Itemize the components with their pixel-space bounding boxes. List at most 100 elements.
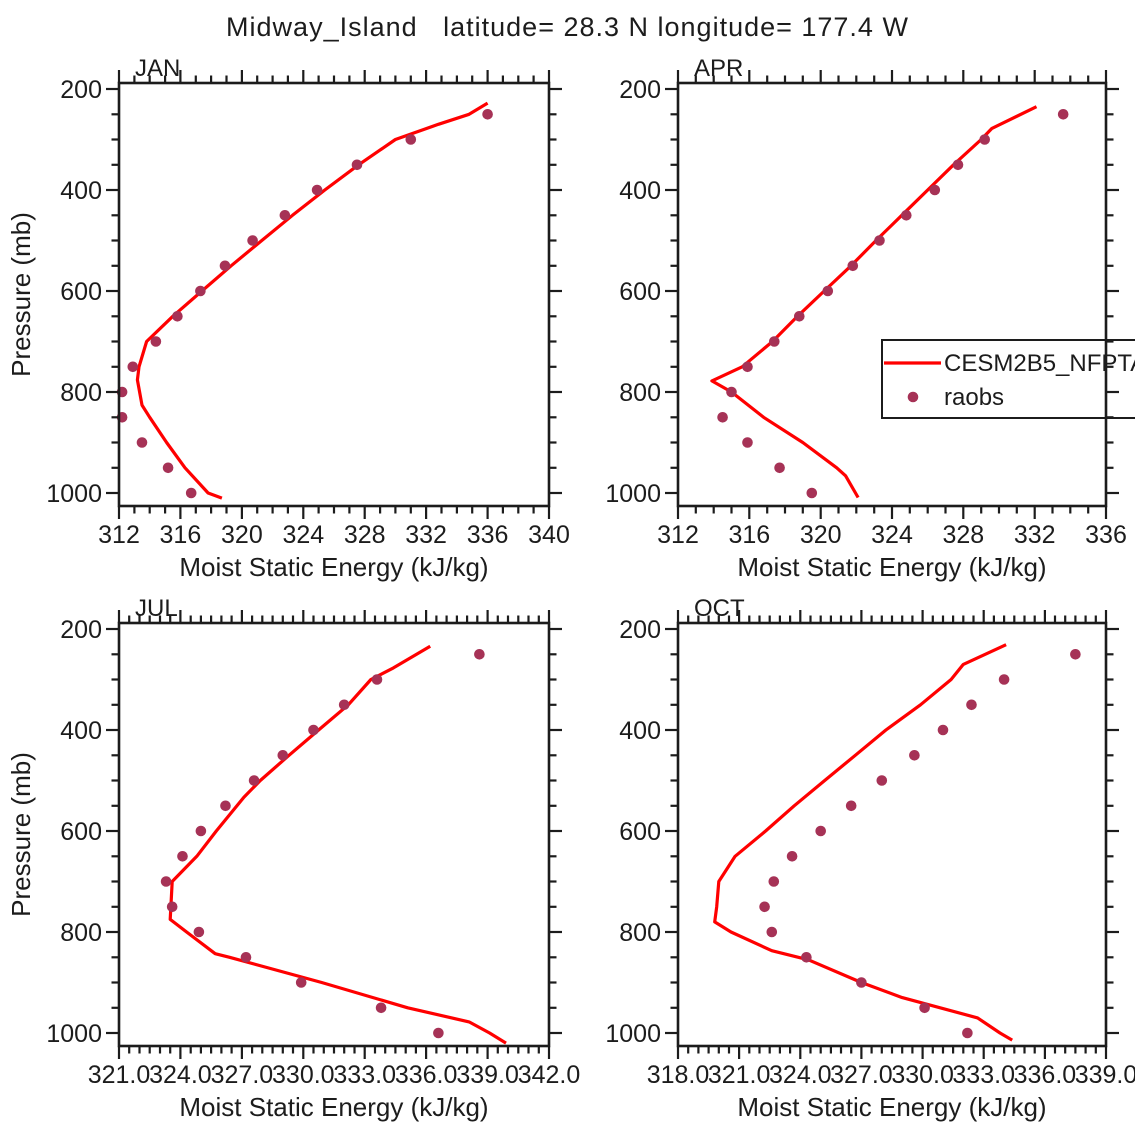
month-label: JAN [135, 55, 180, 82]
raobs-point [279, 210, 291, 221]
x-tick-label: 316 [728, 521, 770, 549]
y-tick-label: 800 [619, 379, 661, 407]
raobs-point [766, 926, 778, 938]
x-tick-label: 333.0 [952, 1061, 1015, 1089]
raobs-point [338, 699, 350, 711]
raobs-point [856, 977, 867, 988]
raobs-point [979, 134, 990, 145]
raobs-point [966, 699, 977, 711]
raobs-point [351, 159, 363, 171]
y-axis: 200 400 600 800 1000 [605, 616, 1119, 1048]
x-tick-label: 332 [405, 521, 447, 549]
x-axis-title: Moist Static Energy (kJ/kg) [179, 1092, 488, 1122]
raobs-point [219, 260, 231, 272]
x-tick-label: 332 [1014, 521, 1056, 549]
raobs-point [962, 1027, 973, 1039]
plot-frame [676, 81, 1108, 508]
x-tick-label: 324 [871, 521, 913, 549]
raobs-point [742, 361, 753, 373]
y-tick-label: 600 [619, 818, 661, 846]
x-tick-label: 312 [657, 521, 699, 549]
raobs-point [375, 1002, 387, 1014]
plot-frame [117, 81, 551, 508]
y-tick-label: 1000 [605, 480, 661, 508]
raobs-point [845, 800, 857, 812]
x-tick-label: 316 [160, 521, 202, 549]
raobs-point [150, 336, 162, 347]
raobs-point [774, 462, 785, 474]
y-tick-label: 400 [60, 717, 102, 745]
x-tick-label: 336 [1085, 521, 1127, 549]
x-tick-label: 339.0 [1075, 1061, 1135, 1089]
axes-jul: 321.0324.0327.0330.0333.0336.0339.0342.0… [6, 595, 580, 1122]
x-axis-title: Moist Static Energy (kJ/kg) [737, 1092, 1046, 1122]
y-tick-label: 800 [60, 919, 102, 947]
raobs-points [116, 109, 493, 499]
raobs-point [166, 901, 178, 913]
raobs-point [1070, 649, 1081, 660]
x-tick-label: 324 [282, 521, 324, 549]
raobs-point [801, 952, 812, 963]
x-tick-label: 339.0 [456, 1061, 519, 1089]
axes-oct: 318.0321.0324.0327.0330.0333.0336.0339.0… [605, 595, 1135, 1122]
y-tick-label: 600 [619, 278, 661, 306]
raobs-point [220, 800, 231, 812]
raobs-point [822, 285, 834, 297]
y-tick-label: 200 [60, 616, 102, 644]
model-line [713, 643, 1014, 1042]
x-tick-label: 318.0 [647, 1061, 710, 1089]
raobs-point [177, 851, 188, 862]
y-tick-label: 600 [60, 818, 102, 846]
y-axis-title: Pressure (mb) [6, 212, 36, 377]
y-tick-label: 200 [619, 76, 661, 104]
model-line [710, 105, 1038, 499]
y-tick-label: 1000 [46, 1020, 102, 1048]
axes-jan: 312 316 320 324 328 332 336 340 200 400 600 800 1000… [6, 55, 570, 582]
x-axis: 312 316 320 324 328 332 336 [657, 70, 1127, 549]
x-tick-label: 328 [344, 521, 386, 549]
raobs-point [433, 1027, 444, 1039]
x-tick-label: 327.0 [830, 1061, 893, 1089]
raobs-point [786, 851, 798, 862]
raobs-point [185, 487, 197, 499]
model-line [168, 644, 507, 1045]
raobs-points [160, 649, 485, 1039]
raobs-point [482, 109, 493, 120]
legend-dot-swatch [907, 391, 919, 403]
raobs-point [901, 210, 912, 221]
x-tick-label: 330.0 [891, 1061, 954, 1089]
raobs-point [769, 336, 780, 347]
raobs-point [172, 311, 183, 322]
raobs-point [193, 926, 205, 938]
legend-label-raobs: raobs [944, 384, 1004, 411]
raobs-point [876, 775, 888, 786]
x-tick-label: 336 [467, 521, 509, 549]
raobs-point [742, 437, 753, 448]
raobs-point [371, 674, 383, 685]
raobs-point [874, 235, 885, 246]
y-tick-label: 400 [619, 177, 661, 205]
month-label: OCT [694, 595, 745, 622]
y-tick-label: 800 [60, 379, 102, 407]
raobs-point [195, 825, 207, 837]
plot-frame [676, 621, 1108, 1048]
y-tick-label: 1000 [605, 1020, 661, 1048]
raobs-point [998, 674, 1010, 685]
panel-jan [116, 101, 493, 500]
y-axis: 200 400 600 800 1000 [46, 616, 562, 1048]
y-axis: 200 400 600 800 1000 [46, 76, 562, 508]
month-label: JUL [135, 595, 178, 622]
axes-apr: 312 316 320 324 328 332 336 200 400 600 800 1000 APR… [605, 55, 1126, 582]
raobs-point [806, 487, 818, 499]
raobs-point [726, 386, 737, 398]
raobs-point [909, 750, 920, 761]
x-axis-title: Moist Static Energy (kJ/kg) [737, 552, 1046, 582]
x-axis: 312 316 320 324 328 332 336 340 [98, 70, 570, 549]
raobs-point [248, 775, 260, 786]
raobs-point [195, 285, 206, 297]
plot-frame [117, 621, 551, 1048]
raobs-points [759, 649, 1081, 1039]
